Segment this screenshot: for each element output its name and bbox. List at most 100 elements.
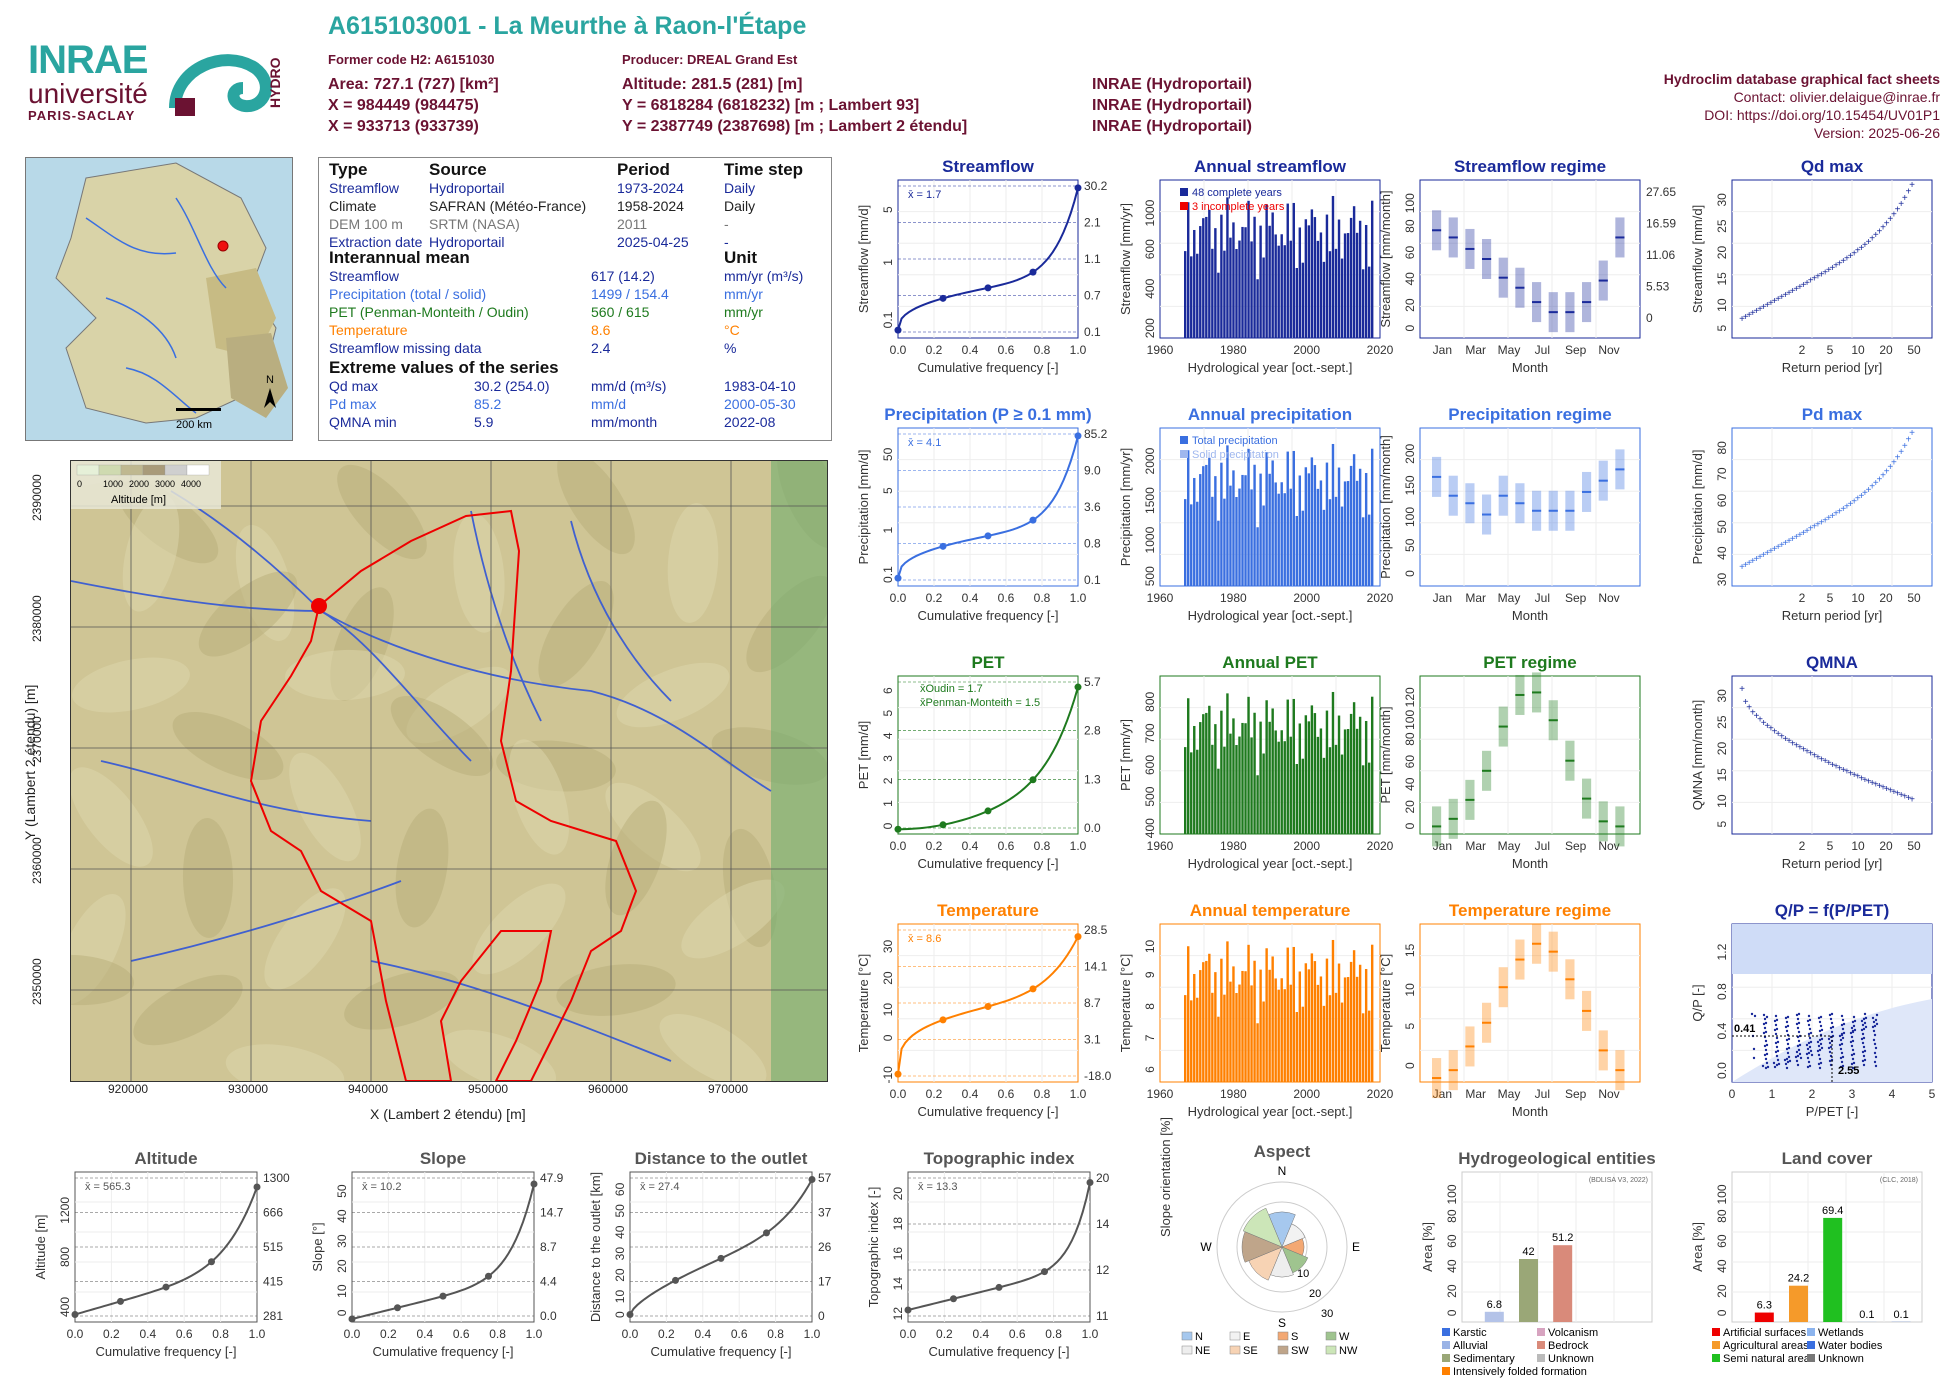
producer: Producer: DREAL Grand Est: [622, 52, 798, 67]
bar: [1250, 241, 1253, 338]
data-point: +: [1855, 772, 1861, 783]
data-point: +: [1902, 193, 1908, 204]
bar: [1304, 219, 1308, 338]
bar: [1265, 948, 1268, 1082]
bar: [1349, 465, 1353, 586]
bar: [1301, 262, 1305, 338]
data-point: +: [1822, 756, 1828, 767]
legend-swatch: [1277, 1345, 1289, 1355]
doi-link[interactable]: DOI: https://doi.org/10.15454/UV01P1: [1704, 107, 1940, 123]
bar: [1307, 969, 1311, 1082]
legend-title: Altitude [m]: [111, 494, 166, 506]
data-point: +: [1739, 684, 1745, 695]
cdf-point: [1086, 1179, 1094, 1186]
bar: [1202, 466, 1205, 586]
bar: [1328, 747, 1332, 834]
y-tick: 20: [891, 1187, 905, 1201]
bar: [1286, 451, 1289, 586]
y-tick: 10: [1715, 794, 1729, 808]
legend-swatch: [1712, 1341, 1720, 1349]
x-axis-label: Cumulative frequency [-]: [96, 1344, 237, 1359]
data-point: [1807, 1023, 1811, 1027]
data-point: [1831, 1025, 1835, 1029]
sheet-info: Hydroclim database graphical fact sheets…: [1664, 70, 1940, 142]
right-tick: 12: [1096, 1263, 1110, 1277]
y-tick: 15: [1403, 943, 1417, 957]
relief-patch: [285, 649, 405, 701]
data-point: [1838, 1043, 1842, 1047]
source-l93: INRAE (Hydroportail): [1092, 97, 1252, 114]
y-tick: 1: [881, 800, 895, 807]
x-tick-container: 920000 930000 940000 950000 960000 970000: [70, 1082, 826, 1102]
x-tick: 0.4: [694, 1327, 711, 1341]
y-tick: 500: [1143, 786, 1157, 806]
bar: [1280, 730, 1283, 834]
data-point: [1839, 1047, 1843, 1051]
bar: [1325, 214, 1329, 338]
data-point: [1853, 1028, 1857, 1032]
data-point: [1851, 1039, 1855, 1043]
chart-title: Q/P = f(P/PET): [1775, 901, 1889, 920]
x-tick: 1980: [1220, 343, 1247, 357]
x-tick: 0.8: [489, 1327, 506, 1341]
y-tick: 10: [881, 1003, 895, 1017]
extreme-value: 85.2: [474, 396, 502, 412]
data-point: +: [1898, 199, 1904, 210]
data-point: [1762, 1031, 1766, 1035]
data-point: [1775, 1018, 1779, 1022]
data-point: [1763, 1053, 1767, 1057]
relief-patch: [133, 974, 243, 1046]
bar: [1370, 944, 1374, 1082]
data-point: +: [1898, 790, 1904, 801]
chart-slope_cdf: Slope Cumulative frequency [-] Slope [°] 0.…: [310, 1149, 564, 1359]
bar: [1343, 481, 1347, 586]
y-tick: 100: [1403, 710, 1417, 730]
bar: [1289, 984, 1292, 1082]
data-point: [1796, 1017, 1800, 1021]
bar: [1301, 1006, 1305, 1082]
data-point: +: [1880, 783, 1886, 794]
bar: [1259, 969, 1262, 1082]
bar: [1304, 467, 1308, 586]
data-point: +: [1909, 428, 1915, 439]
bar: [1229, 733, 1232, 834]
data-point: +: [1764, 300, 1770, 311]
data-point: +: [1891, 787, 1897, 798]
x-tick: Sep: [1565, 343, 1587, 357]
x-axis-label: Cumulative frequency [-]: [918, 856, 1059, 871]
data-point: [1773, 1019, 1777, 1023]
altitude: Altitude: 281.5 (281) [m]: [622, 76, 803, 93]
bar: [1355, 976, 1359, 1082]
relief-patch: [289, 752, 361, 862]
x-tick: Jul: [1535, 839, 1550, 853]
y-tick: 11.06: [1646, 248, 1675, 262]
bar-label: 0.1: [1893, 1309, 1908, 1321]
y-axis-label: Q/P [-]: [1690, 984, 1705, 1021]
y-tick: 500: [1143, 566, 1157, 586]
chart-annual_streamflow: Annual streamflow Hydrological year [oct.…: [1118, 157, 1394, 375]
bar: [1268, 721, 1271, 834]
bar: [1337, 219, 1341, 338]
data-point: [1828, 1059, 1832, 1063]
bar: [1226, 941, 1229, 1082]
data-point: +: [1830, 263, 1836, 274]
x-tick: 2020: [1367, 591, 1394, 605]
chart-title: Distance to the outlet: [635, 1149, 808, 1168]
data-point: +: [1833, 762, 1839, 773]
y-tick: 30: [1715, 193, 1729, 207]
bar: [1262, 753, 1265, 834]
extreme-date: 1983-04-10: [724, 378, 796, 394]
data-point: [1786, 1060, 1790, 1064]
data-point: +: [1782, 538, 1788, 549]
data-point: [1796, 1026, 1800, 1030]
data-point: [1776, 1040, 1780, 1044]
relief-patch: [172, 711, 284, 781]
y-tick: 20: [335, 1259, 349, 1273]
y-tick: 400: [58, 1297, 72, 1317]
bar: [1226, 693, 1229, 834]
former-code: Former code H2: A6151030: [328, 52, 495, 67]
data-point: [1841, 1027, 1845, 1031]
y-tick: 12: [891, 1307, 905, 1321]
bar: [1256, 1023, 1259, 1082]
bar: [1352, 454, 1356, 586]
